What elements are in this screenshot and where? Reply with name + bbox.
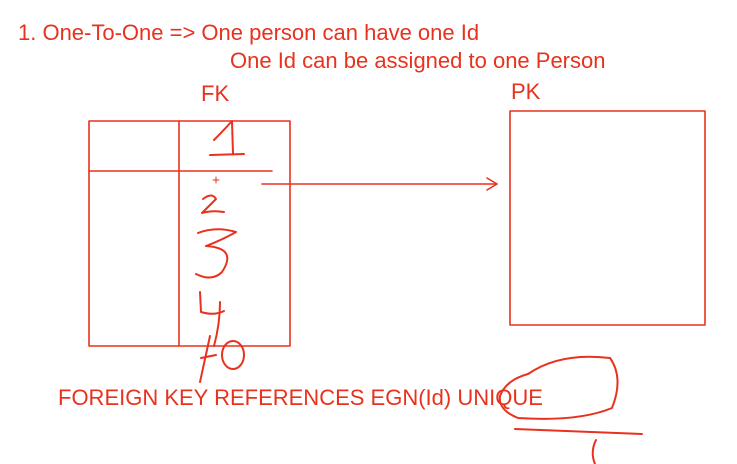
foreign-key-statement: FOREIGN KEY REFERENCES EGN(Id) UNIQUE (58, 385, 543, 410)
handwritten-3 (195, 228, 237, 279)
unique-underline (514, 428, 643, 435)
reference-arrow (261, 177, 498, 191)
handwritten-10-zero (221, 340, 245, 370)
title-line-2: One Id can be assigned to one Person (230, 48, 606, 73)
handwritten-1 (213, 120, 234, 155)
title-line-1: 1. One-To-One => One person can have one… (18, 20, 480, 45)
handwritten-values (195, 120, 245, 383)
unique-highlight (498, 355, 643, 464)
pk-table (509, 110, 706, 326)
handwritten-2 (201, 194, 225, 214)
pk-label: PK (511, 79, 541, 104)
handwritten-4 (199, 291, 225, 347)
fk-table-border (88, 120, 291, 347)
cursor-mark (212, 176, 220, 184)
handwritten-10 (199, 335, 217, 383)
unique-tail (591, 439, 597, 464)
fk-label: FK (201, 81, 230, 106)
unique-circle (498, 355, 619, 420)
fk-table (88, 120, 291, 347)
